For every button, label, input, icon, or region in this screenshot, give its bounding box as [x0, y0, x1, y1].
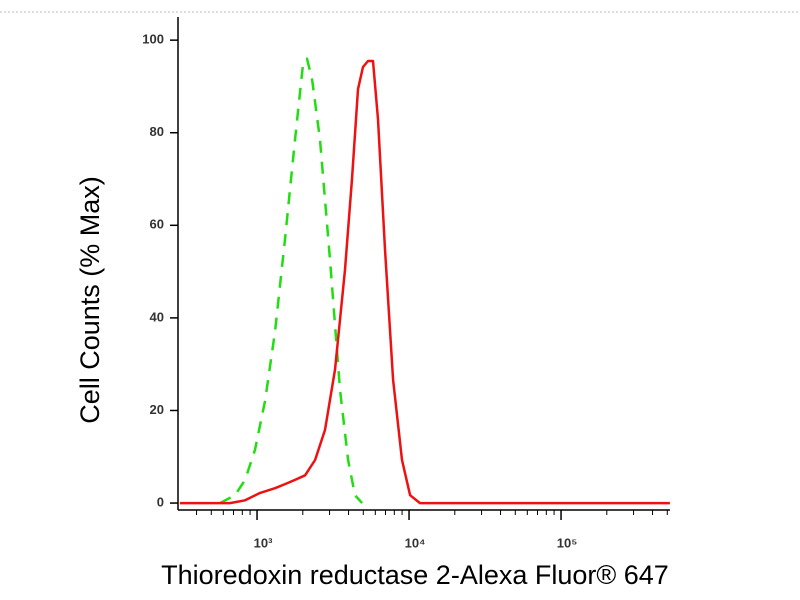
y-tick-label: 0: [157, 494, 164, 509]
y-tick-label: 40: [150, 309, 164, 324]
y-tick-label: 80: [150, 124, 164, 139]
x-tick-label: 10⁴: [405, 535, 426, 550]
y-axis-title: Cell Counts (% Max): [75, 176, 105, 424]
series-line: [219, 57, 364, 505]
y-tick-label: 60: [150, 217, 164, 232]
x-tick-label: 10³: [254, 535, 273, 550]
series-line: [179, 59, 670, 505]
y-tick-label: 100: [142, 32, 164, 47]
x-axis-title: Thioredoxin reductase 2-Alexa Fluor® 647: [161, 560, 669, 590]
x-tick-label: 10⁵: [557, 535, 578, 550]
y-tick-label: 20: [150, 402, 164, 417]
